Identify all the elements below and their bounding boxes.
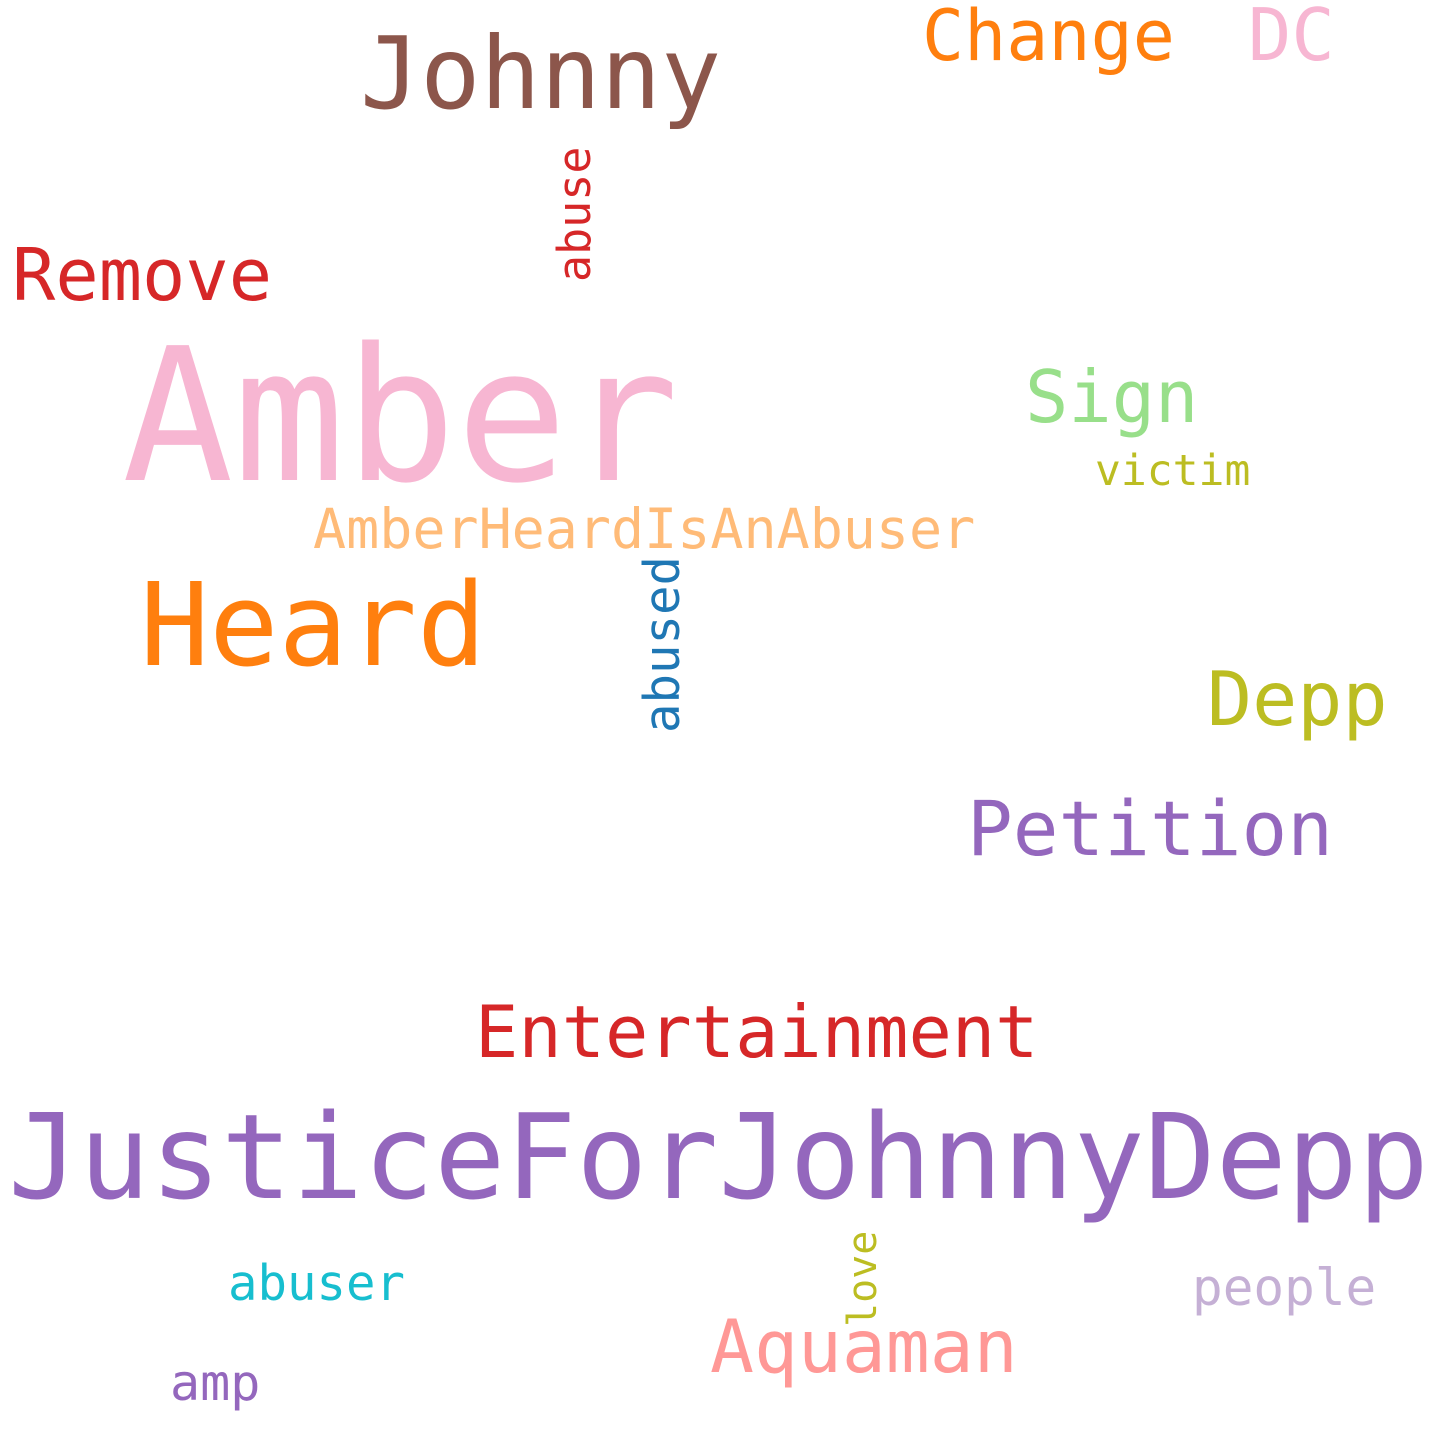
word: people [1192, 1259, 1376, 1318]
word: Change [922, 0, 1175, 77]
word: Entertainment [475, 990, 1039, 1074]
word: DC [1248, 0, 1335, 77]
word: Petition [967, 784, 1333, 873]
word: Heard [140, 559, 486, 693]
word: amp [170, 1354, 260, 1412]
word: Amber [122, 308, 679, 524]
word: Remove [12, 233, 272, 317]
word: JusticeForJohnnyDepp [8, 1088, 1429, 1226]
word: Aquaman [710, 1305, 1018, 1390]
word: abused [634, 556, 691, 733]
word: AmberHeardIsAnAbuser [313, 497, 975, 561]
word: Depp [1207, 655, 1388, 743]
word: abuse [548, 147, 601, 282]
word: victim [1095, 446, 1250, 496]
word: Johnny [360, 15, 721, 132]
word: Sign [1025, 355, 1198, 439]
word: love [840, 1231, 886, 1327]
word: abuser [228, 1255, 405, 1312]
